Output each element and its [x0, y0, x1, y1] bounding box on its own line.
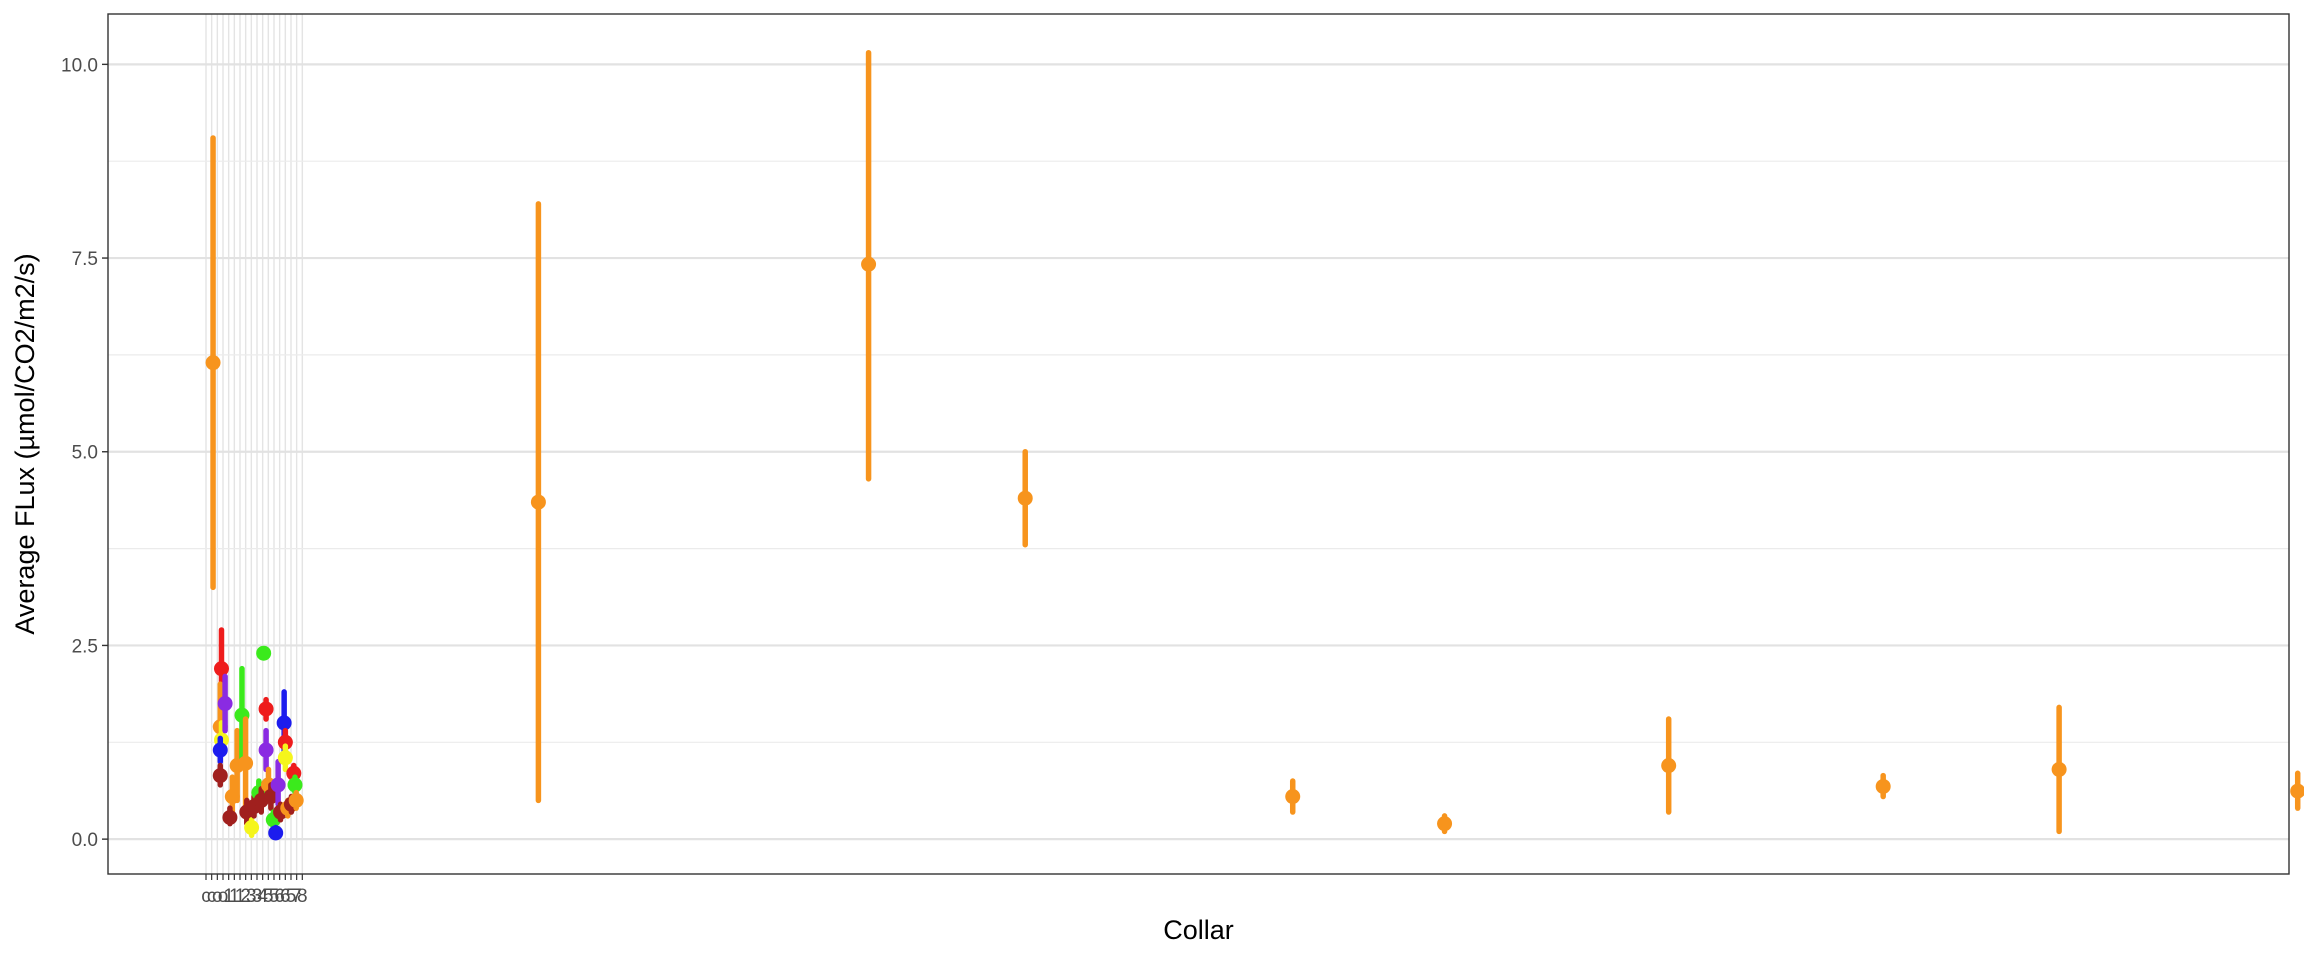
- x-tick-label: 1: [223, 886, 234, 907]
- data-point: [1875, 778, 1891, 794]
- data-point: [1437, 816, 1453, 832]
- data-point: [1017, 490, 1033, 506]
- data-point: [238, 755, 254, 771]
- x-tick-label: 1: [235, 886, 246, 907]
- data-point: [205, 355, 221, 371]
- data-point: [2290, 783, 2304, 799]
- data-point: [212, 742, 228, 758]
- y-tick-label: 2.5: [72, 636, 98, 657]
- y-tick-label: 0.0: [72, 830, 98, 851]
- x-tick-label: 8: [297, 886, 308, 907]
- x-tick-label: 5: [286, 886, 297, 907]
- data-point: [277, 750, 293, 766]
- y-tick-label: 7.5: [72, 249, 98, 270]
- y-axis-title: Average FLux (µmol/CO2/m2/s): [10, 253, 40, 634]
- x-tick-label: 5: [263, 886, 274, 907]
- y-tick-label: 5.0: [72, 443, 98, 464]
- data-point: [256, 645, 272, 661]
- data-point: [258, 742, 274, 758]
- data-marks: [205, 49, 2304, 841]
- x-tick-label: 5: [269, 886, 280, 907]
- data-point: [270, 777, 286, 793]
- data-point: [287, 777, 303, 793]
- data-point: [1661, 758, 1677, 774]
- data-point: [288, 792, 304, 808]
- data-point: [530, 494, 546, 510]
- data-point: [244, 820, 260, 836]
- x-tick-label: 4: [257, 886, 268, 907]
- x-tick-label: c: [207, 886, 217, 907]
- y-tick-label: 10.0: [61, 55, 98, 76]
- x-tick-label: 2: [240, 886, 251, 907]
- data-point: [1285, 789, 1301, 805]
- x-tick-label: 7: [291, 886, 302, 907]
- x-tick-label: 1: [229, 886, 240, 907]
- data-point: [268, 825, 284, 841]
- data-point: [2051, 761, 2067, 777]
- data-point: [217, 696, 233, 712]
- data-point: [263, 789, 279, 805]
- x-tick-label: o: [218, 886, 229, 907]
- data-point: [277, 734, 293, 750]
- x-gridlines: [205, 14, 304, 874]
- data-point: [212, 768, 228, 784]
- plot-panel-border: [107, 13, 2290, 875]
- data-point: [861, 256, 877, 272]
- data-point: [258, 701, 274, 717]
- data-point: [276, 715, 292, 731]
- data-point: [222, 809, 238, 825]
- x-tick-label: 6: [274, 886, 285, 907]
- x-tick-label: c: [201, 886, 211, 907]
- x-axis-title: Collar: [1163, 915, 1234, 945]
- y-gridlines: [108, 63, 2289, 841]
- x-tick-label: 3: [246, 886, 257, 907]
- data-point: [213, 661, 229, 677]
- x-tick-label: o: [212, 886, 223, 907]
- x-tick-label: 6: [280, 886, 291, 907]
- x-tick-label: 3: [252, 886, 263, 907]
